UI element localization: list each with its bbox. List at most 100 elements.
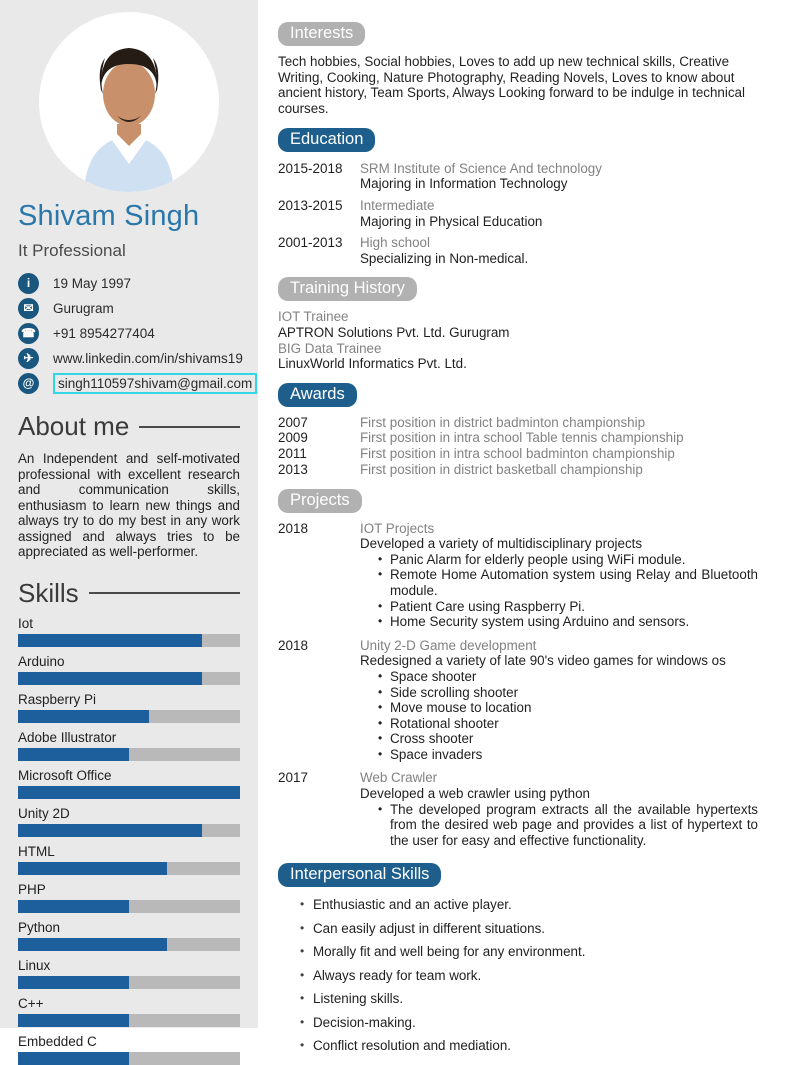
skill-item: Raspberry Pi: [18, 692, 240, 723]
skill-item: Unity 2D: [18, 806, 240, 837]
skill-label: Linux: [18, 957, 51, 973]
project-entry: 2018 IOT Projects Developed a variety of m…: [278, 521, 758, 630]
skill-bar-fill: [18, 671, 203, 685]
skill-label: Arduino: [18, 653, 65, 669]
project-description: Developed a web crawler using python: [360, 786, 591, 802]
award-year: 2013: [278, 461, 308, 477]
project-entry: 2017 Web Crawler Developed a web crawler u…: [278, 770, 758, 848]
skill-bar-track: [18, 899, 240, 913]
skill-item: HTML: [18, 844, 240, 875]
training-line: BIG Data Trainee: [278, 340, 382, 356]
interpersonal-bullet: Enthusiastic and an active player.: [300, 897, 758, 912]
skill-bar-track: [18, 671, 240, 685]
sidebar: Shivam Singh It Professional i 19 May 199…: [0, 0, 258, 1065]
skill-label: Raspberry Pi: [18, 691, 97, 707]
skill-bar-fill: [18, 823, 203, 837]
project-detail: IOT Projects Developed a variety of multi…: [360, 521, 758, 630]
contact-value: www.linkedin.com/in/shivams19: [53, 350, 243, 366]
education-major: Majoring in Physical Education: [360, 213, 543, 229]
education-period: 2015-2018: [278, 160, 343, 176]
heading-rule: [139, 425, 240, 428]
project-title: Web Crawler: [360, 770, 438, 786]
contact-list: i 19 May 1997 ✉ Gurugram ☎ +91 8954277404 ✈ www…: [18, 272, 258, 394]
skill-bar-fill: [18, 937, 167, 951]
skill-item: Microsoft Office: [18, 768, 240, 799]
education-detail: High school Specializing in Non-medical.: [360, 235, 758, 266]
education-row: 2001-2013 High school Specializing in Non-…: [278, 235, 758, 266]
project-detail: Web Crawler Developed a web crawler using…: [360, 770, 758, 848]
project-bullet: Cross shooter: [378, 731, 758, 747]
project-bullet: The developed program extracts all the a…: [378, 802, 758, 849]
education-row: 2013-2015 Intermediate Majoring in Physica…: [278, 198, 758, 229]
skill-label: C++: [18, 995, 44, 1011]
skill-bar-fill: [18, 633, 203, 647]
education-institution: High school: [360, 235, 430, 251]
interpersonal-bullet: Can easily adjust in different situation…: [300, 921, 758, 936]
interpersonal-bullet: Listening skills.: [300, 991, 758, 1006]
project-title: Unity 2-D Game development: [360, 637, 537, 653]
section-header-projects: Projects: [278, 488, 362, 513]
skill-bar-fill: [18, 709, 149, 723]
project-bullet: Patient Care using Raspberry Pi.: [378, 599, 758, 615]
skill-item: Python: [18, 920, 240, 951]
section-header-interpersonal-skills: Interpersonal Skills: [278, 863, 442, 888]
skill-item: Arduino: [18, 654, 240, 685]
contact-value: +91 8954277404: [53, 325, 155, 341]
interpersonal-list: Enthusiastic and an active player. Can ea…: [278, 897, 758, 1053]
project-bullet: Panic Alarm for elderly people using WiF…: [378, 552, 758, 568]
skill-bar-track: [18, 785, 240, 799]
project-bullet: Space invaders: [378, 747, 758, 763]
avatar: [39, 12, 219, 192]
education-detail: Intermediate Majoring in Physical Educati…: [360, 198, 758, 229]
award-row: 2011 First position in intra school badmi…: [278, 446, 758, 462]
skill-bar-track: [18, 747, 240, 761]
section-header-training-history: Training History: [278, 277, 417, 302]
globe-icon: ✈: [18, 347, 39, 369]
skill-bar-track: [18, 1013, 240, 1027]
training-line: LinuxWorld Informatics Pvt. Ltd.: [278, 356, 467, 372]
project-title: IOT Projects: [360, 520, 435, 536]
main-column: Interests Tech hobbies, Social hobbies, …: [258, 0, 794, 1053]
about-text: An Independent and self-motivated profes…: [18, 451, 240, 559]
education-period: 2001-2013: [278, 235, 343, 251]
award-rows: 2007 First position in district badminton…: [278, 415, 758, 478]
skill-item: Adobe Illustrator: [18, 730, 240, 761]
email-value[interactable]: singh110597shivam@gmail.com: [53, 372, 258, 394]
skill-bar-track: [18, 975, 240, 989]
skill-item: C++: [18, 996, 240, 1027]
skill-label: Unity 2D: [18, 805, 70, 821]
skill-item: Linux: [18, 958, 240, 989]
skills-heading-label: Skills: [18, 577, 79, 608]
skill-label: Adobe Illustrator: [18, 729, 117, 745]
award-row: 2009 First position in intra school Table…: [278, 430, 758, 446]
skill-bar-fill: [18, 1051, 129, 1065]
contact-row: @ singh110597shivam@gmail.com: [18, 372, 258, 394]
award-row: 2013 First position in district basketbal…: [278, 462, 758, 478]
training-line: APTRON Solutions Pvt. Ltd. Gurugram: [278, 324, 510, 340]
skill-label: Iot: [18, 615, 34, 631]
skill-bar-fill: [18, 861, 167, 875]
project-bullet: Rotational shooter: [378, 716, 758, 732]
skill-label: HTML: [18, 843, 55, 859]
interpersonal-bullet: Decision-making.: [300, 1015, 758, 1030]
skill-item: PHP: [18, 882, 240, 913]
project-bullet: Side scrolling shooter: [378, 685, 758, 701]
section-header-awards: Awards: [278, 382, 357, 407]
training-lines: IOT Trainee APTRON Solutions Pvt. Ltd. Gu…: [278, 309, 758, 371]
interpersonal-bullet: Always ready for team work.: [300, 968, 758, 983]
skill-bar-fill: [18, 899, 129, 913]
education-major: Specializing in Non-medical.: [360, 250, 529, 266]
skill-bar-fill: [18, 975, 129, 989]
contact-row: ☎ +91 8954277404: [18, 322, 240, 344]
education-rows: 2015-2018 SRM Institute of Science And te…: [278, 161, 758, 267]
profile-photo: [39, 12, 219, 192]
info-icon: i: [18, 272, 39, 294]
section-header-education: Education: [278, 127, 376, 152]
award-text: First position in intra school badminton…: [360, 446, 675, 462]
about-heading-label: About me: [18, 411, 130, 441]
interests-text: Tech hobbies, Social hobbies, Loves to a…: [278, 54, 745, 117]
education-institution: SRM Institute of Science And technology: [360, 160, 602, 176]
award-text: First position in district basketball ch…: [360, 461, 643, 477]
education-major: Majoring in Information Technology: [360, 176, 568, 192]
project-detail: Unity 2-D Game development Redesigned a v…: [360, 638, 758, 763]
